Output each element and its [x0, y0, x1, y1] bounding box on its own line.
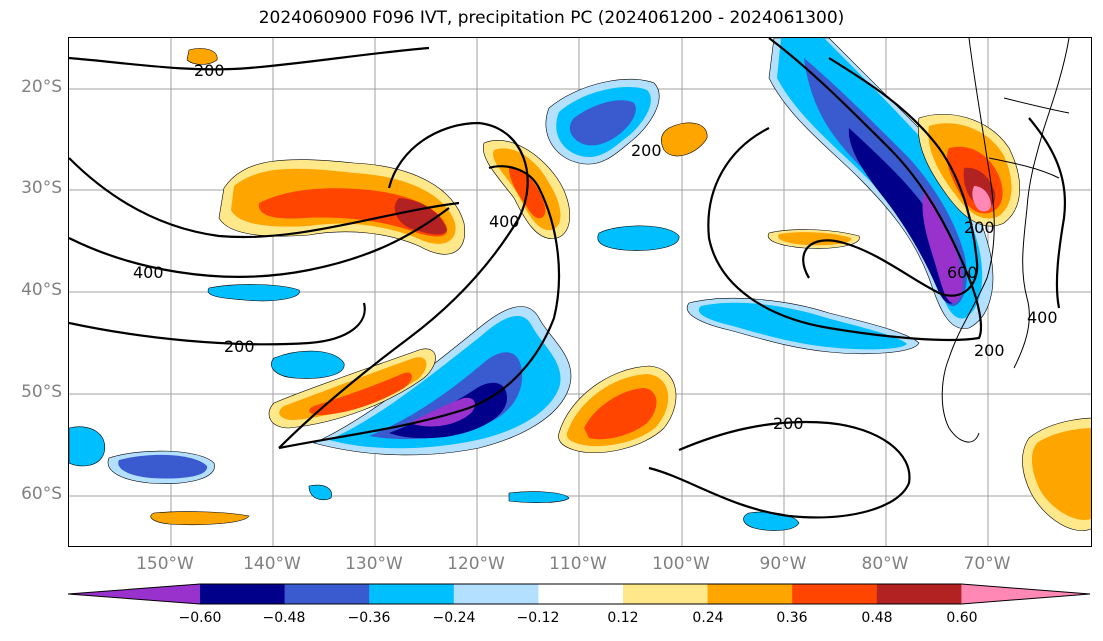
coastline [941, 38, 1070, 443]
colorbar-segment [876, 584, 962, 604]
lon-label-120w: 120°W [447, 554, 505, 574]
colorbar-segment [792, 584, 878, 604]
contour-label: 400 [133, 263, 164, 282]
ivt-contours [69, 38, 1066, 519]
colorbar-segment [453, 584, 539, 604]
lat-label-60s: 60°S [21, 484, 62, 504]
lon-label-150w: 150°W [136, 554, 194, 574]
lat-label-40s: 40°S [21, 280, 62, 300]
colorbar-tick-label: −0.48 [262, 610, 306, 626]
colorbar-segment [538, 584, 624, 604]
lon-label-110w: 110°W [549, 554, 607, 574]
colorbar-segment [707, 584, 793, 604]
colorbar-tick-label: 0.24 [692, 610, 724, 626]
contour-label: 400 [1027, 308, 1058, 327]
colorbar-segment [623, 584, 709, 604]
contour-label: 200 [194, 61, 225, 80]
map-panel: 200 200 400 400 200 200 200 600 200 400 [68, 37, 1092, 547]
colorbar-extension-right [961, 584, 1090, 604]
contour-label: 200 [631, 141, 662, 160]
lat-label-30s: 30°S [21, 178, 62, 198]
colorbar-tick-label: 0.12 [607, 610, 639, 626]
colorbar-segment [369, 584, 455, 604]
lon-label-100w: 100°W [652, 554, 710, 574]
map-plot: 200 200 400 400 200 200 200 600 200 400 [69, 38, 1091, 546]
lon-label-80w: 80°W [861, 554, 909, 574]
contour-label: 400 [489, 212, 520, 231]
colorbar-tick-label: −0.36 [347, 610, 391, 626]
colorbar-tick-label: −0.60 [178, 610, 222, 626]
colorbar-segments [67, 583, 1091, 605]
colorbar-tick-label: −0.24 [432, 610, 476, 626]
colorbar-tick-label: −0.12 [516, 610, 560, 626]
contour-labels: 200 200 400 400 200 200 200 600 200 400 [133, 61, 1058, 433]
precip-shading [69, 38, 1091, 531]
contour-label: 200 [964, 218, 995, 237]
lat-label-20s: 20°S [21, 77, 62, 97]
map-title: 2024060900 F096 IVT, precipitation PC (2… [258, 8, 845, 28]
contour-label: 200 [974, 341, 1005, 360]
colorbar-tick-label: 0.36 [776, 610, 808, 626]
contour-label: 200 [224, 337, 255, 356]
contour-label: 600 [947, 263, 978, 282]
colorbar [67, 583, 1091, 605]
colorbar-segment [284, 584, 370, 604]
lon-label-70w: 70°W [963, 554, 1011, 574]
colorbar-extension-left [68, 584, 200, 604]
colorbar-tick-label: 0.48 [861, 610, 893, 626]
lat-label-50s: 50°S [21, 382, 62, 402]
contour-label: 200 [773, 414, 804, 433]
lon-label-130w: 130°W [345, 554, 403, 574]
lon-label-140w: 140°W [243, 554, 301, 574]
colorbar-outline [67, 583, 1091, 605]
colorbar-segment [200, 584, 286, 604]
lon-label-90w: 90°W [759, 554, 807, 574]
colorbar-tick-label: 0.60 [946, 610, 978, 626]
